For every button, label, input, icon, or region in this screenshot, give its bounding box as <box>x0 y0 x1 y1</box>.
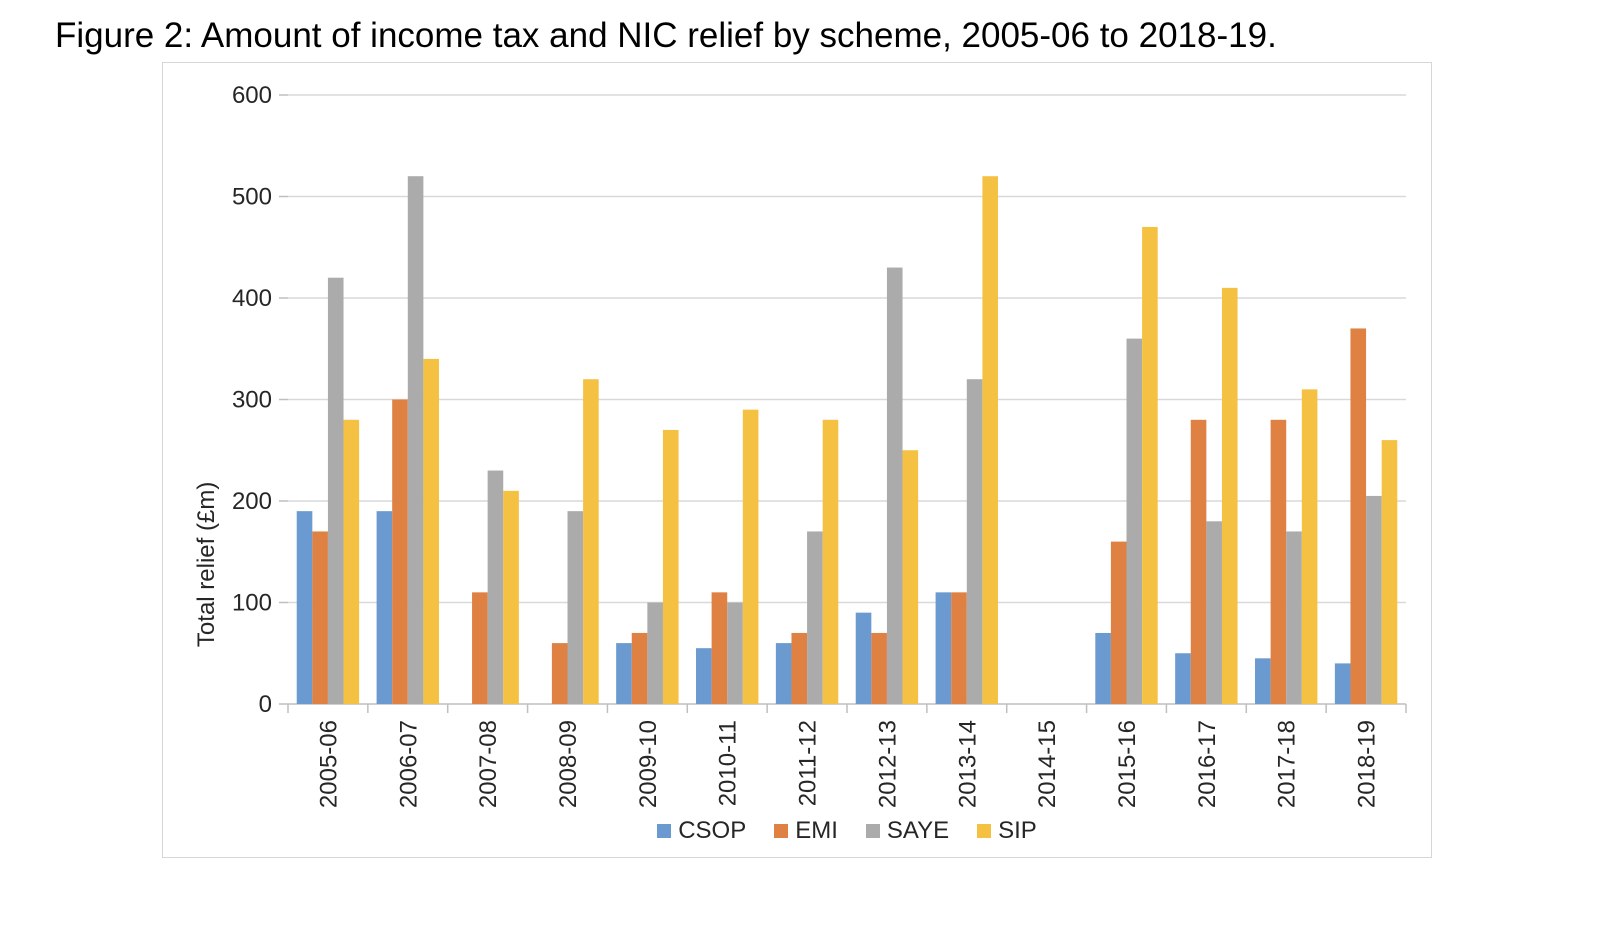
bar-EMI-2017-18 <box>1270 419 1287 704</box>
legend-item-sip: SIP <box>977 817 1037 845</box>
legend-swatch-sip <box>977 824 992 838</box>
y-tick-label-0: 0 <box>259 691 272 718</box>
chart-frame: 0 100 200 300 400 500 600 2005-06 2006-07 2007-08… <box>162 62 1432 858</box>
bar-EMI-2005-06 <box>312 531 328 704</box>
bar-SIP-2009-10 <box>662 429 679 704</box>
legend-label-emi: EMI <box>795 817 838 844</box>
y-tick-label-100: 100 <box>232 590 272 617</box>
bar-EMI-2006-07 <box>392 399 408 704</box>
x-category-label-2010-11: 2010-11 <box>715 720 742 806</box>
bar-chart: 0 100 200 300 400 500 600 2005-06 2006-07 2007-08… <box>232 82 1407 808</box>
bar-EMI-2008-09 <box>551 643 568 704</box>
legend-swatch-saye <box>865 824 880 838</box>
legend-item-saye: SAYE <box>865 817 950 845</box>
bar-SAYE-2010-11 <box>727 602 743 704</box>
bar-SIP-2013-14 <box>982 176 998 704</box>
bar-SAYE-2007-08 <box>487 470 504 704</box>
bar-CSOP-2010-11 <box>696 648 712 704</box>
bar-EMI-2018-19 <box>1350 328 1367 704</box>
bar-SAYE-2009-10 <box>647 602 663 704</box>
figure-title: Figure 2: Amount of income tax and NIC r… <box>55 16 1277 55</box>
x-category-label-2009-10: 2009-10 <box>635 720 662 808</box>
bar-SIP-2015-16 <box>1142 226 1158 704</box>
bar-SAYE-2018-19 <box>1366 495 1382 704</box>
x-category-label-2016-17: 2016-17 <box>1194 720 1221 808</box>
bar-SAYE-2017-18 <box>1286 531 1302 704</box>
legend-swatch-emi <box>774 824 789 838</box>
bar-SIP-2008-09 <box>583 379 599 704</box>
bar-EMI-2010-11 <box>711 592 728 704</box>
legend-label-saye: SAYE <box>886 817 950 844</box>
legend-swatch-csop <box>657 824 672 838</box>
bar-CSOP-2016-17 <box>1175 653 1191 704</box>
bar-SIP-2006-07 <box>423 358 439 704</box>
legend-item-csop: CSOP <box>657 817 746 845</box>
y-tick-label-600: 600 <box>232 82 272 109</box>
bar-CSOP-2005-06 <box>296 511 313 704</box>
y-tick-label-400: 400 <box>232 285 272 312</box>
x-category-label-2015-16: 2015-16 <box>1114 720 1141 808</box>
bar-CSOP-2006-07 <box>376 511 393 704</box>
y-tick-label-200: 200 <box>232 488 272 515</box>
y-axis-title: Total relief (£m) <box>193 481 220 648</box>
bar-CSOP-2015-16 <box>1095 632 1111 704</box>
x-category-label-2013-14: 2013-14 <box>954 720 981 808</box>
bar-EMI-2013-14 <box>951 592 967 704</box>
bar-SIP-2010-11 <box>742 409 759 704</box>
bar-CSOP-2009-10 <box>616 643 632 704</box>
legend-label-csop: CSOP <box>678 817 747 844</box>
bar-SIP-2012-13 <box>902 450 919 704</box>
x-category-label-2014-15: 2014-15 <box>1034 720 1061 808</box>
legend-item-emi: EMI <box>774 817 838 845</box>
x-category-label-2008-09: 2008-09 <box>555 720 582 808</box>
bar-EMI-2011-12 <box>791 632 808 704</box>
x-category-label-2007-08: 2007-08 <box>475 720 502 808</box>
x-category-label-2018-19: 2018-19 <box>1354 720 1381 808</box>
bar-SAYE-2005-06 <box>327 277 344 704</box>
bar-SIP-2016-17 <box>1221 287 1238 704</box>
x-category-label-2011-12: 2011-12 <box>795 720 822 806</box>
bar-SAYE-2013-14 <box>966 379 983 704</box>
bar-EMI-2009-10 <box>631 632 648 704</box>
x-category-label-2017-18: 2017-18 <box>1274 720 1301 808</box>
bar-CSOP-2011-12 <box>775 643 792 704</box>
legend-label-sip: SIP <box>998 817 1037 844</box>
bar-SAYE-2008-09 <box>567 511 584 704</box>
bar-CSOP-2018-19 <box>1334 663 1351 704</box>
bar-SAYE-2011-12 <box>807 531 823 704</box>
x-category-label-2012-13: 2012-13 <box>874 720 901 808</box>
bar-SAYE-2016-17 <box>1206 521 1222 704</box>
y-tick-label-500: 500 <box>232 184 272 211</box>
bar-SAYE-2015-16 <box>1126 338 1143 704</box>
bar-EMI-2012-13 <box>871 632 887 704</box>
bar-SIP-2018-19 <box>1381 440 1398 704</box>
bar-EMI-2015-16 <box>1110 541 1127 704</box>
bar-EMI-2007-08 <box>472 592 488 704</box>
bar-SIP-2017-18 <box>1301 389 1318 704</box>
bar-SIP-2005-06 <box>343 419 360 704</box>
bar-SIP-2007-08 <box>503 490 519 704</box>
bar-SAYE-2006-07 <box>407 176 424 704</box>
bar-CSOP-2012-13 <box>855 612 872 704</box>
bar-CSOP-2013-14 <box>935 592 952 704</box>
bar-EMI-2016-17 <box>1190 419 1207 704</box>
chart-legend: CSOP EMI SAYE SIP <box>288 817 1406 845</box>
bar-SAYE-2012-13 <box>886 267 903 704</box>
y-tick-label-300: 300 <box>232 387 272 414</box>
x-category-label-2006-07: 2006-07 <box>395 720 422 808</box>
x-category-label-2005-06: 2005-06 <box>315 720 342 808</box>
bar-SIP-2011-12 <box>822 419 839 704</box>
bar-CSOP-2017-18 <box>1255 658 1271 704</box>
